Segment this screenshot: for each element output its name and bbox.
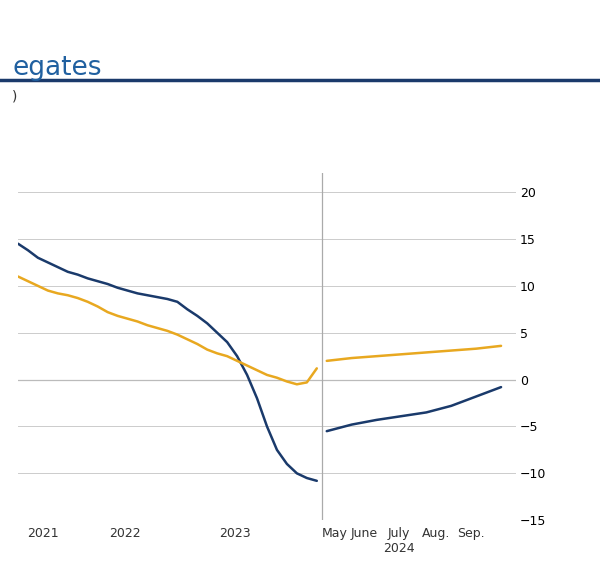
Text: egates: egates [12, 55, 101, 81]
Text: ): ) [12, 90, 17, 103]
